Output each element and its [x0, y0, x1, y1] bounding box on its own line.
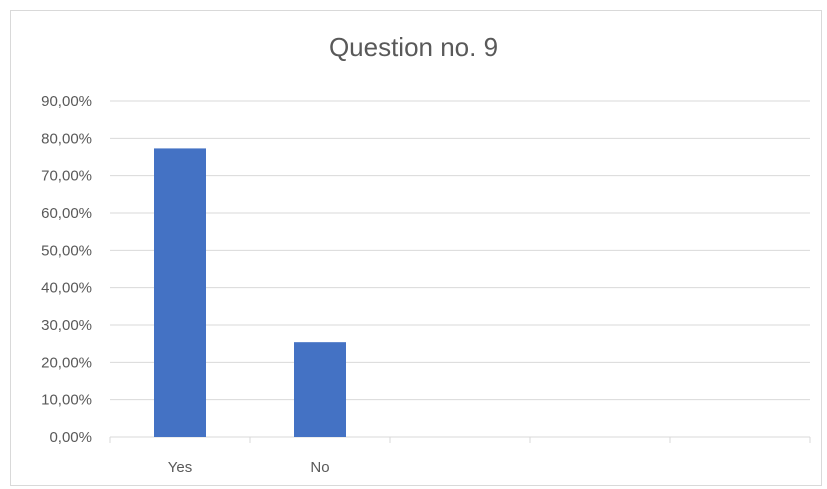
y-tick-label: 70,00%	[41, 168, 92, 185]
y-tick-label: 40,00%	[41, 280, 92, 297]
y-tick-label: 30,00%	[41, 317, 92, 334]
x-tick-label: Yes	[168, 459, 192, 476]
y-tick-label: 20,00%	[41, 354, 92, 371]
y-tick-label: 50,00%	[41, 242, 92, 259]
bar-yes	[154, 148, 206, 437]
bar-no	[294, 342, 346, 437]
y-tick-label: 10,00%	[41, 392, 92, 409]
chart-title: Question no. 9	[328, 32, 499, 62]
x-tick-label: No	[310, 459, 329, 476]
y-tick-label: 80,00%	[41, 130, 92, 147]
y-tick-label: 90,00%	[41, 93, 92, 110]
chart-area	[10, 10, 822, 486]
y-tick-label: 60,00%	[41, 205, 92, 222]
y-tick-label: 0,00%	[49, 429, 92, 446]
